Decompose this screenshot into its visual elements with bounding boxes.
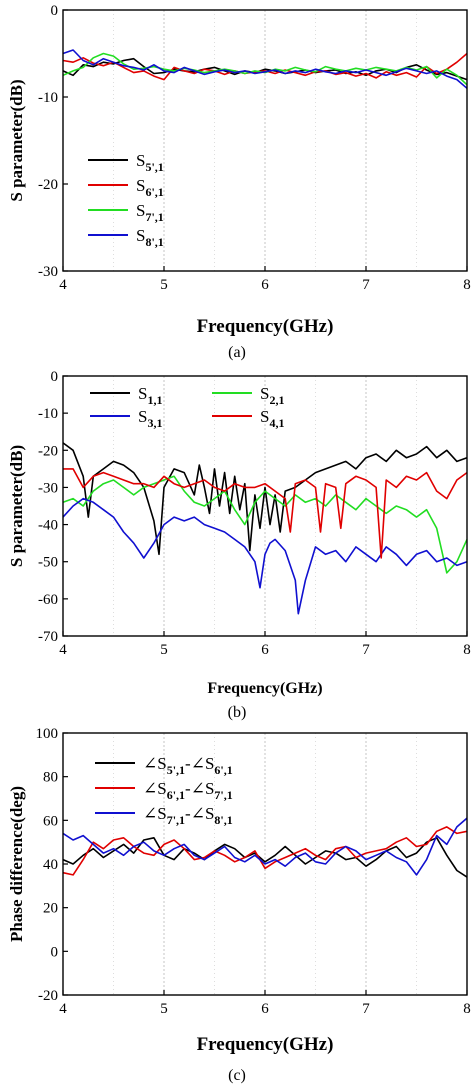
x-tick-label: 5: [160, 1001, 168, 1017]
chart-panel-c: 4 5 6 7 8 100 80 60 40 20 0 -20 Frequency(GHz) Phase …: [7, 726, 471, 1084]
series-line-2: [62, 52, 468, 81]
chart-panel-b: 4 5 6 7 8 0 -10 -20 -30 -40 -50 -60 -70 Frequency(GHz…: [7, 369, 471, 721]
x-axis-title: Frequency(GHz): [207, 680, 322, 697]
x-tick-label: 8: [463, 1001, 471, 1017]
panel-label: (a): [228, 344, 246, 361]
legend-label-1: S5',1: [136, 151, 164, 174]
legend: S1,1 S2,1 S3,1 S4,1: [90, 384, 284, 430]
x-tick-label: 7: [362, 1001, 370, 1017]
y-tick-label: -60: [38, 592, 58, 608]
x-tick-label: 5: [160, 642, 168, 658]
y-tick-label: -20: [38, 988, 58, 1004]
x-axis-title: Frequency(GHz): [197, 1034, 334, 1055]
y-tick-label: -10: [38, 90, 58, 106]
y-tick-label: 100: [36, 726, 59, 742]
x-tick-label: 8: [463, 277, 471, 293]
panel-label: (c): [228, 1067, 246, 1084]
x-tick-label: 4: [59, 1001, 67, 1017]
legend-label-4: S4,1: [260, 407, 284, 430]
legend-label-3: ∠S7',1-∠S8',1: [143, 804, 233, 827]
y-tick-label: 0: [51, 369, 59, 385]
series-line-1: [62, 57, 468, 81]
x-tick-label: 6: [261, 1001, 269, 1017]
series-line-3: [62, 497, 468, 615]
y-tick-label: -30: [38, 264, 58, 280]
x-tick-label: 4: [59, 277, 67, 293]
y-tick-label: 0: [51, 3, 59, 19]
x-axis-title: Frequency(GHz): [197, 316, 334, 337]
y-tick-label: -20: [38, 443, 58, 459]
panel-label: (b): [228, 704, 247, 721]
y-axis-title: S parameter(dB): [7, 79, 26, 201]
legend-label-2: S6',1: [136, 176, 164, 199]
x-tick-label: 6: [261, 277, 269, 293]
x-tick-label: 6: [261, 642, 269, 658]
legend-label-2: ∠S6',1-∠S7',1: [143, 779, 233, 802]
y-tick-label: 40: [43, 857, 58, 873]
legend-label-4: S8',1: [136, 226, 164, 249]
x-tick-label: 4: [59, 642, 67, 658]
y-tick-label: 80: [43, 770, 58, 786]
x-tick-label: 5: [160, 277, 168, 293]
y-tick-label: 20: [43, 901, 58, 917]
legend: ∠S5',1-∠S6',1∠S6',1-∠S7',1∠S7',1-∠S8',1: [95, 754, 233, 827]
legend: S5',1S6',1S7',1S8',1: [88, 151, 164, 249]
y-tick-label: -50: [38, 555, 58, 571]
legend-label-1: ∠S5',1-∠S6',1: [143, 754, 233, 777]
legend-label-3: S3,1: [138, 407, 162, 430]
series-line-4: [63, 468, 468, 559]
series-line-3: [62, 817, 468, 876]
legend-label-3: S7',1: [136, 201, 164, 224]
series-line-2: [62, 826, 468, 876]
chart-panel-a: 4 5 6 7 8 0 -10 -20 -30 Frequency(GHz) S parameter…: [7, 3, 471, 361]
x-tick-label: 7: [362, 642, 370, 658]
y-axis-title: Phase difference(deg): [7, 786, 26, 942]
y-tick-label: -20: [38, 177, 58, 193]
x-tick-label: 8: [463, 642, 471, 658]
legend-label-1: S1,1: [138, 384, 162, 407]
y-tick-label: -40: [38, 518, 58, 534]
y-axis-title: S parameter(dB): [7, 445, 26, 567]
series-line-4: [62, 49, 468, 89]
x-tick-label: 7: [362, 277, 370, 293]
y-tick-label: -30: [38, 480, 58, 496]
y-tick-label: -10: [38, 406, 58, 422]
legend-label-2: S2,1: [260, 384, 284, 407]
y-tick-label: 0: [51, 944, 59, 960]
y-tick-label: 60: [43, 813, 58, 829]
series-line-2: [62, 475, 468, 574]
y-tick-label: -70: [38, 629, 58, 645]
